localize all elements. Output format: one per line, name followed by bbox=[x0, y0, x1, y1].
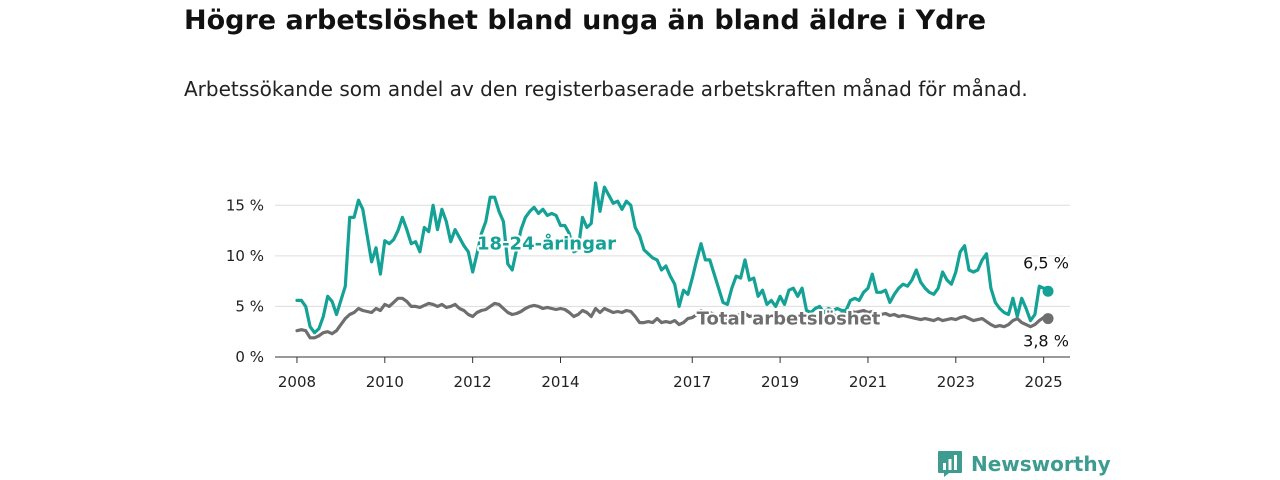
y-tick-label: 5 % bbox=[235, 297, 264, 315]
page-subtitle: Arbetssökande som andel av den registerb… bbox=[184, 77, 1028, 101]
axis-layer: 0 % 5 % 10 % 15 % 2008 2010 2012 2014 2017 2019 20… bbox=[226, 196, 1070, 391]
bar-chart-icon bbox=[938, 451, 962, 477]
total-end-point bbox=[1042, 313, 1054, 325]
y-tick-label: 0 % bbox=[235, 348, 264, 366]
x-tick-label: 2021 bbox=[849, 373, 887, 391]
total-end-label: 3,8 % bbox=[1023, 332, 1069, 351]
x-tick-label: 2014 bbox=[541, 373, 579, 391]
logo-text: Newsworthy bbox=[971, 452, 1111, 476]
x-tick-label: 2025 bbox=[1025, 373, 1063, 391]
youth-series-line bbox=[295, 181, 1050, 335]
total-series-label: Total arbetslöshet bbox=[697, 309, 881, 330]
page-title: Högre arbetslöshet bland unga än bland ä… bbox=[184, 5, 987, 36]
total-series-line bbox=[295, 296, 1050, 340]
newsworthy-logo: Newsworthy bbox=[937, 448, 1111, 480]
x-tick-label: 2008 bbox=[278, 373, 316, 391]
youth-end-label: 6,5 % bbox=[1023, 253, 1069, 272]
x-tick-label: 2019 bbox=[761, 373, 799, 391]
youth-series-label: 18-24-åringar bbox=[477, 233, 616, 255]
y-tick-label: 15 % bbox=[226, 196, 264, 214]
x-tick-label: 2023 bbox=[937, 373, 975, 391]
y-tick-label: 10 % bbox=[226, 247, 264, 265]
x-tick-label: 2010 bbox=[366, 373, 404, 391]
label-layer: 18-24-åringar Total arbetslöshet 6,5 % 3,8 … bbox=[475, 231, 1070, 352]
youth-end-point bbox=[1042, 285, 1054, 297]
line-chart: 0 % 5 % 10 % 15 % 2008 2010 2012 2014 2017 2019 20… bbox=[226, 181, 1070, 391]
x-tick-label: 2012 bbox=[454, 373, 492, 391]
grid-layer bbox=[275, 204, 1070, 307]
series-layer bbox=[295, 181, 1054, 340]
x-tick-label: 2017 bbox=[673, 373, 711, 391]
